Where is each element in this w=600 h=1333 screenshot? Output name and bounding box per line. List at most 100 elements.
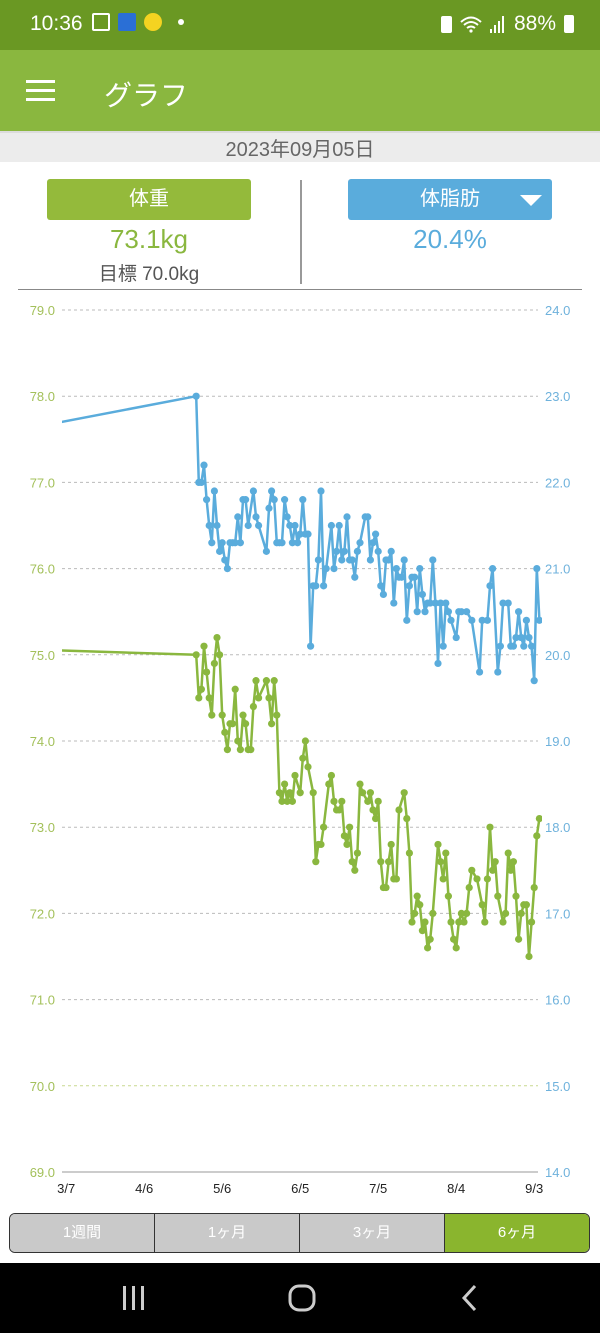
data-point xyxy=(197,685,205,693)
data-point xyxy=(312,582,320,590)
data-point xyxy=(374,547,382,555)
data-point xyxy=(426,599,434,607)
data-point xyxy=(390,599,398,607)
data-point xyxy=(455,918,463,926)
left-axis-tick-label: 69.0 xyxy=(30,1165,55,1180)
data-point xyxy=(444,892,452,900)
body-fat-label: 体脂肪 xyxy=(420,188,480,210)
data-point xyxy=(286,521,294,530)
data-point xyxy=(468,616,476,624)
data-point xyxy=(413,892,421,900)
data-point xyxy=(509,858,517,866)
data-point xyxy=(304,530,312,538)
data-point xyxy=(327,771,335,780)
data-point xyxy=(275,789,283,797)
data-point xyxy=(208,539,216,547)
data-point xyxy=(299,754,307,762)
body-fat-dropdown[interactable]: 体脂肪 xyxy=(348,179,552,220)
data-point xyxy=(377,858,385,866)
data-point xyxy=(502,909,510,918)
data-point xyxy=(465,883,473,892)
data-point xyxy=(364,797,372,805)
divider xyxy=(18,289,582,290)
data-point xyxy=(322,565,330,573)
data-point xyxy=(387,547,395,555)
data-point xyxy=(351,573,359,581)
data-point xyxy=(247,746,255,754)
data-point xyxy=(372,814,380,823)
current-date: 2023年09月05日 xyxy=(0,131,600,162)
data-point xyxy=(273,711,281,719)
data-point xyxy=(262,677,270,685)
data-point xyxy=(294,539,302,547)
data-point xyxy=(512,633,520,642)
tab-3-months[interactable]: 3ヶ月 xyxy=(300,1214,445,1252)
tab-1-month[interactable]: 1ヶ月 xyxy=(155,1214,300,1252)
data-point xyxy=(252,677,260,685)
x-axis-tick-label: 3/7 xyxy=(57,1181,75,1196)
hamburger-icon[interactable] xyxy=(26,80,55,102)
data-point xyxy=(283,513,291,521)
home-icon[interactable] xyxy=(287,1283,317,1313)
status-time: 10:36 xyxy=(30,12,83,35)
right-axis-tick-label: 15.0 xyxy=(545,1079,570,1094)
data-point xyxy=(268,720,276,728)
data-point xyxy=(314,556,322,564)
data-point xyxy=(333,547,341,555)
character-icon xyxy=(144,13,162,31)
data-point xyxy=(478,616,486,624)
data-point xyxy=(528,918,536,926)
left-axis-tick-label: 77.0 xyxy=(30,475,55,490)
right-axis-tick-label: 24.0 xyxy=(545,303,570,318)
data-point xyxy=(278,797,286,805)
data-point xyxy=(452,944,460,952)
data-point xyxy=(255,694,263,702)
x-axis-tick-label: 9/3 xyxy=(525,1181,543,1196)
data-point xyxy=(200,642,208,650)
data-point xyxy=(504,599,512,607)
data-point xyxy=(473,875,481,883)
data-point xyxy=(418,590,426,599)
right-axis-tick-label: 22.0 xyxy=(545,475,570,490)
signal-icon xyxy=(489,16,504,33)
navigation-bar xyxy=(0,1263,600,1333)
data-point xyxy=(236,746,244,754)
data-point xyxy=(525,633,533,642)
right-axis-tick-label: 21.0 xyxy=(545,562,570,577)
data-point xyxy=(195,694,203,702)
back-icon[interactable] xyxy=(458,1283,482,1313)
weight-button[interactable]: 体重 xyxy=(47,179,251,220)
battery-percent: 88% xyxy=(513,12,556,35)
right-axis-tick-label: 23.0 xyxy=(545,389,570,404)
data-point xyxy=(262,547,270,555)
data-point xyxy=(343,513,351,521)
data-point xyxy=(457,909,465,918)
data-point xyxy=(439,642,447,650)
left-axis-tick-label: 73.0 xyxy=(30,820,55,835)
data-point xyxy=(252,513,260,521)
battery-saver-icon xyxy=(440,15,452,33)
notes-icon xyxy=(92,13,110,31)
data-point xyxy=(216,651,224,659)
data-point xyxy=(437,599,445,607)
data-point xyxy=(307,642,315,650)
data-point xyxy=(382,883,390,892)
data-point xyxy=(281,496,289,504)
data-point xyxy=(525,952,533,961)
data-point xyxy=(400,789,408,797)
data-point xyxy=(353,547,361,555)
data-point xyxy=(203,496,211,504)
data-point xyxy=(348,556,356,564)
series-line xyxy=(62,636,541,958)
data-point xyxy=(265,694,273,702)
dot-icon xyxy=(178,19,184,25)
tab-6-months[interactable]: 6ヶ月 xyxy=(445,1214,589,1252)
wifi-icon xyxy=(460,16,482,33)
weight-series xyxy=(62,633,542,961)
recents-icon[interactable] xyxy=(120,1283,148,1313)
data-point xyxy=(398,573,406,581)
data-point xyxy=(418,927,426,935)
data-point xyxy=(426,935,434,943)
data-point xyxy=(507,866,515,874)
tab-1-week[interactable]: 1週間 xyxy=(10,1214,155,1252)
